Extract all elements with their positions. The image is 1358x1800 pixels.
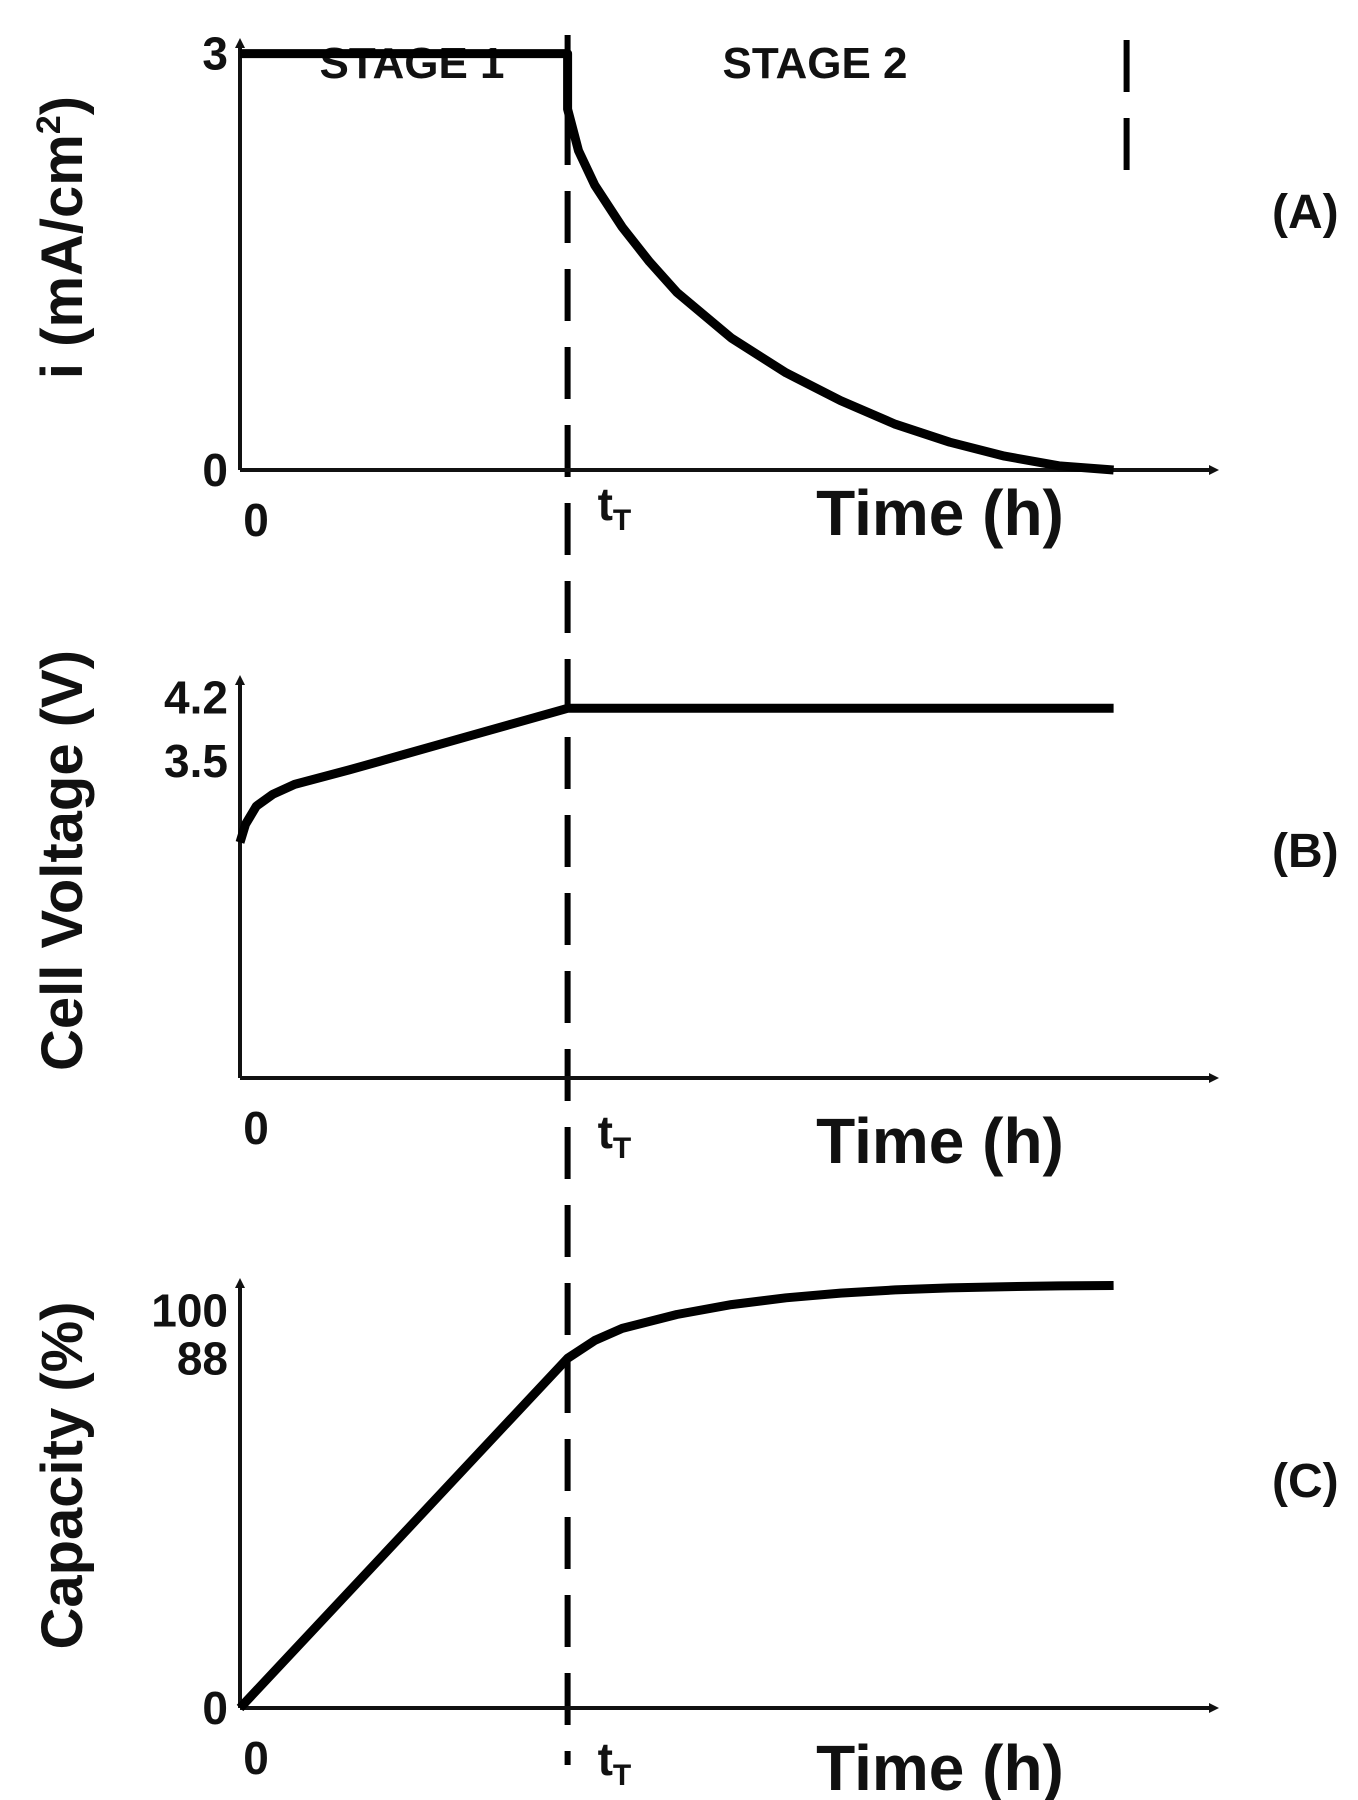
panel-1-x-label: Time (h) — [816, 477, 1064, 549]
panel-3-panel-label: (C) — [1272, 1455, 1339, 1508]
panel-1-y-tick-0: 0 — [202, 444, 228, 496]
panel-2-tt-label: tT — [598, 1106, 632, 1165]
panel-3-x-tick-0: 0 — [243, 1732, 269, 1784]
panel-1-x-tick-0: 0 — [243, 494, 269, 546]
panel-3-y-tick-0: 0 — [202, 1682, 228, 1734]
stage-1-label: STAGE 1 — [319, 39, 504, 88]
panel-3-x-label: Time (h) — [816, 1732, 1064, 1800]
panel-2-x-label: Time (h) — [816, 1105, 1064, 1177]
panel-2-x-tick-0: 0 — [243, 1102, 269, 1154]
panel-3-y-tick-1: 88 — [177, 1332, 228, 1384]
panel-1-panel-label: (A) — [1272, 186, 1339, 239]
panel-2-y-tick-0: 3.5 — [164, 735, 228, 787]
panel-3-tt-label: tT — [598, 1733, 632, 1792]
panel-1-y-label: i (mA/cm2) — [30, 96, 95, 379]
panel-1: 0 3 0 tT Time (h) i (mA/cm2) (A) — [30, 28, 1339, 549]
panel-2-y-label: Cell Voltage (V) — [30, 650, 95, 1071]
panel-1-series-0-line — [240, 49, 1114, 475]
panel-1-y-tick-1: 3 — [202, 28, 228, 80]
panel-2-panel-label: (B) — [1272, 825, 1339, 878]
panel-3-series-0-line — [236, 1281, 1114, 1712]
panel-3-y-label: Capacity (%) — [30, 1301, 95, 1649]
panel-1-tt-label: tT — [598, 478, 632, 537]
panel-2-y-tick-1: 4.2 — [164, 671, 228, 723]
panel-2: 3.5 4.2 0 tT Time (h) Cell Voltage (V) (B) — [30, 650, 1339, 1177]
stage-2-label: STAGE 2 — [722, 39, 907, 88]
panel-2-series-0-line — [235, 703, 1114, 844]
panel-3-y-tick-2: 100 — [151, 1285, 228, 1337]
